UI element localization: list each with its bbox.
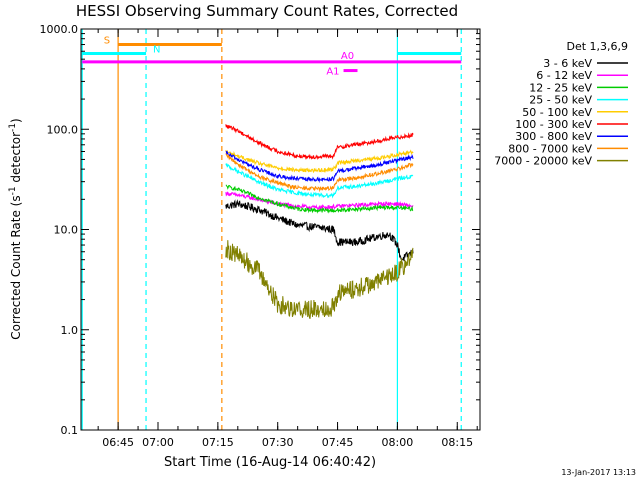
y-tick-label: 1.0 bbox=[61, 324, 79, 337]
series-line bbox=[225, 149, 414, 174]
legend-label: 300 - 800 keV bbox=[515, 130, 592, 143]
x-tick-label: 07:30 bbox=[262, 436, 294, 449]
x-tick-label: 08:15 bbox=[441, 436, 473, 449]
x-tick-label: 07:00 bbox=[142, 436, 174, 449]
x-axis-label: Start Time (16-Aug-14 06:40:42) bbox=[164, 455, 376, 470]
y-axis-label-sup1: -1 bbox=[8, 186, 18, 195]
x-tick-label: 08:00 bbox=[382, 436, 414, 449]
legend-title: Det 1,3,6,9 bbox=[566, 40, 628, 53]
series-line bbox=[225, 150, 414, 184]
series-line bbox=[225, 163, 414, 199]
legend-label: 50 - 100 keV bbox=[522, 106, 592, 119]
x-tick-label: 07:15 bbox=[202, 436, 234, 449]
y-axis-label-part1: Corrected Count Rate (s bbox=[9, 195, 23, 339]
y-axis-label-part2: detector bbox=[9, 132, 23, 187]
legend-label: 25 - 50 keV bbox=[529, 94, 592, 107]
series-line bbox=[225, 124, 414, 160]
legend-label: 100 - 300 keV bbox=[515, 118, 592, 131]
legend-label: 7000 - 20000 keV bbox=[494, 155, 592, 168]
legend-label: 800 - 7000 keV bbox=[508, 142, 592, 155]
annotation-label: N bbox=[153, 44, 160, 55]
axes: 0.1 1.0 10.0 100.0 1000.0 06:45 07:00 07:15 07:3… bbox=[40, 23, 481, 449]
legend-label: 12 - 25 keV bbox=[529, 81, 592, 94]
series-line bbox=[225, 199, 414, 263]
annotation-label: S bbox=[104, 36, 110, 47]
annotation-label: A1 bbox=[326, 67, 339, 78]
y-tick-label: 100.0 bbox=[47, 123, 79, 136]
legend-label: 3 - 6 keV bbox=[543, 57, 592, 70]
x-tick-label: 07:45 bbox=[322, 436, 354, 449]
series-line bbox=[225, 184, 414, 214]
y-tick-label: 0.1 bbox=[61, 424, 79, 437]
footer-date: 13-Jan-2017 13:13 bbox=[561, 468, 636, 477]
y-axis-label: Corrected Count Rate (s-1 detector-1) bbox=[8, 118, 23, 339]
y-axis-label-part3: ) bbox=[9, 118, 23, 123]
y-tick-label: 1000.0 bbox=[40, 23, 79, 36]
y-axis-label-sup2: -1 bbox=[8, 123, 18, 132]
annotation-label: A0 bbox=[341, 51, 354, 62]
legend-label: 6 - 12 keV bbox=[536, 69, 592, 82]
x-tick-label: 06:45 bbox=[102, 436, 134, 449]
y-tick-label: 10.0 bbox=[54, 224, 79, 237]
series-line bbox=[225, 240, 414, 319]
series-line bbox=[225, 153, 414, 193]
chart-title: HESSI Observing Summary Count Rates, Cor… bbox=[76, 2, 458, 20]
